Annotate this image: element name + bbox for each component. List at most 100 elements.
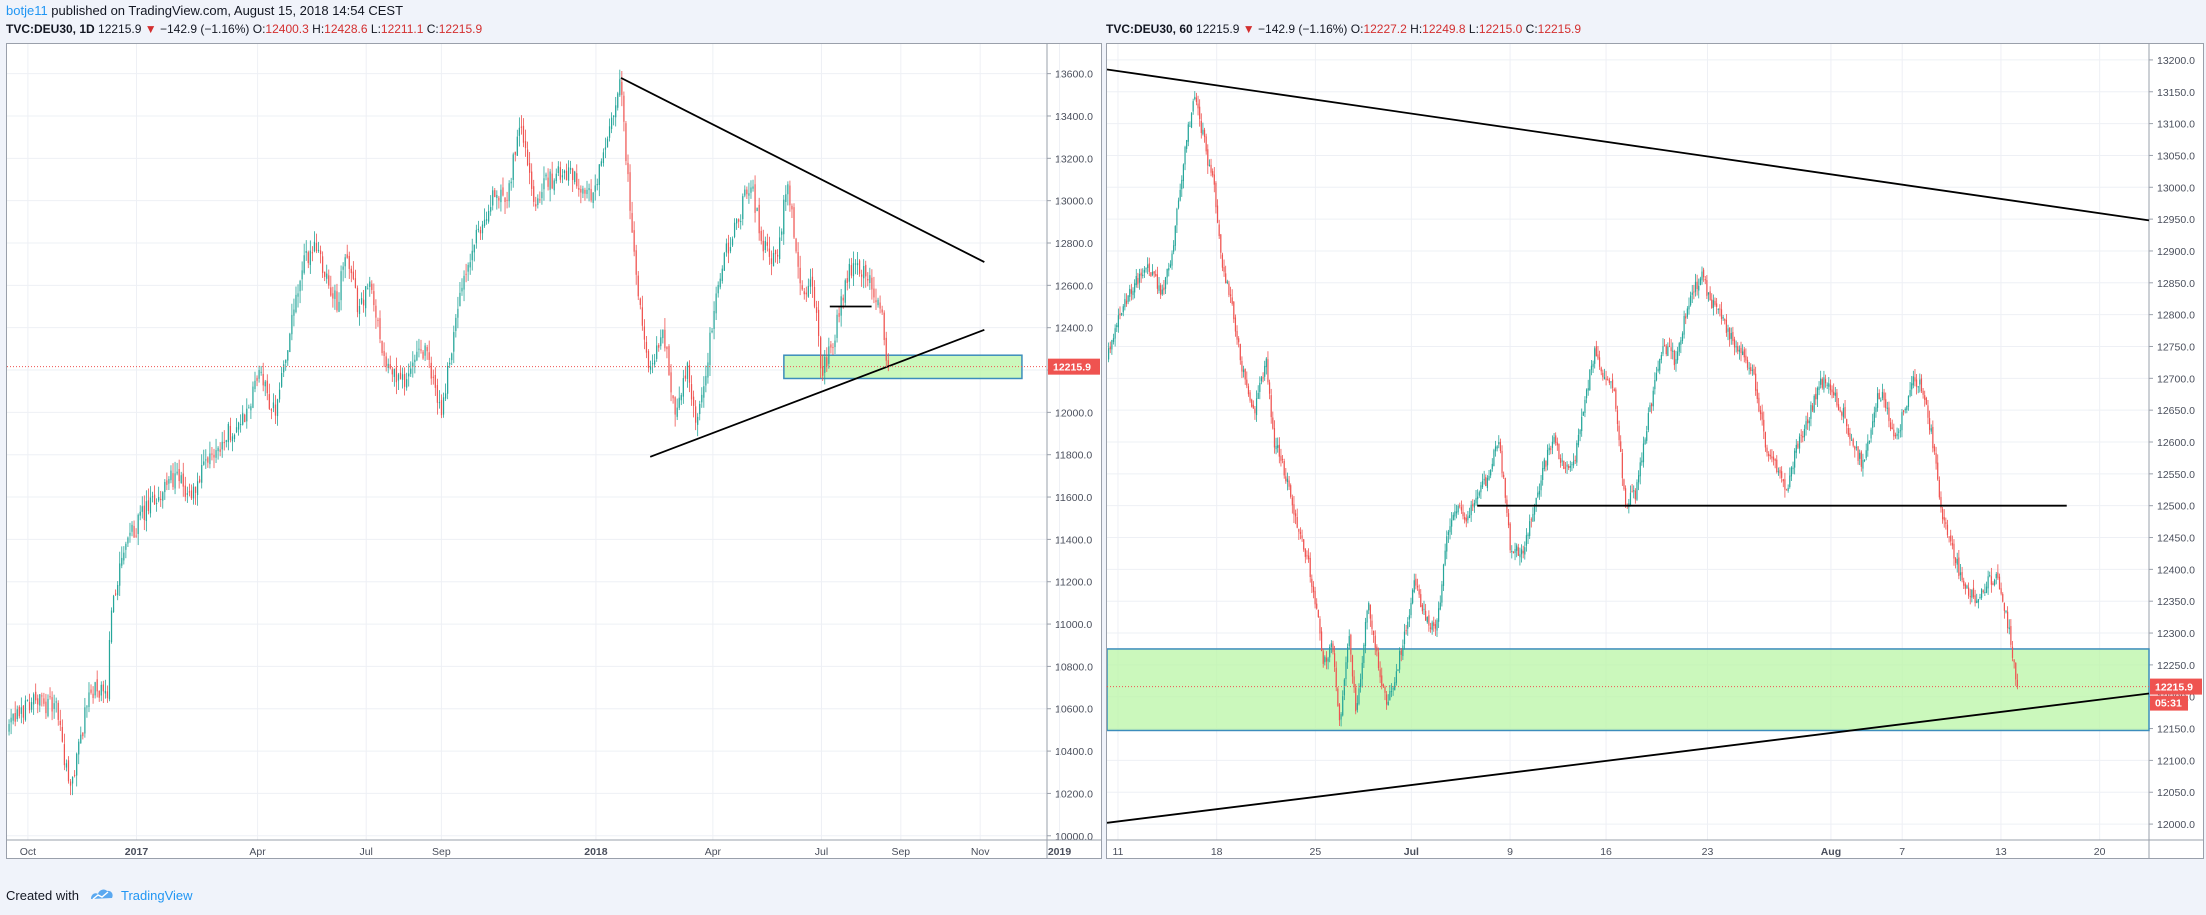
candle-body <box>201 464 203 483</box>
y-tick-label: 11800.0 <box>1055 450 1092 462</box>
candle-body <box>379 318 381 340</box>
candle-body <box>1125 300 1128 304</box>
candle-body <box>803 291 805 295</box>
candle-body <box>1561 460 1563 462</box>
candle-body <box>1748 367 1750 369</box>
candle-body <box>1862 459 1864 469</box>
candle-body <box>1412 590 1414 604</box>
candle-body <box>713 311 715 329</box>
candle-body <box>190 490 193 499</box>
candle-body <box>112 595 115 613</box>
tradingview-link[interactable]: TradingView <box>120 888 193 903</box>
candle-body <box>49 696 51 698</box>
candle-body <box>1989 575 1991 577</box>
candle-body <box>742 196 744 220</box>
candle-body <box>1915 379 1918 387</box>
candle-body <box>141 506 143 512</box>
candle-body <box>274 404 277 416</box>
candle-body <box>451 353 453 361</box>
candle-body <box>1137 277 1139 285</box>
tradingview-logo-icon[interactable] <box>89 887 115 904</box>
candle-body <box>1537 492 1539 497</box>
candle-body <box>610 117 613 130</box>
candle-body <box>1878 392 1880 400</box>
candle-body <box>406 379 408 388</box>
candle-body <box>643 326 646 340</box>
candle-body <box>1701 271 1703 281</box>
candle-body <box>377 319 379 321</box>
candle-body <box>1847 427 1849 435</box>
candle-body <box>695 406 697 423</box>
candle-body <box>12 713 14 721</box>
candle-body <box>1576 443 1578 463</box>
candle-body <box>668 346 670 375</box>
candle-body <box>1364 621 1367 647</box>
candle-body <box>1374 635 1376 648</box>
x-tick-label: 7 <box>1899 846 1905 858</box>
symbol-label[interactable]: TVC:DEU30, 1D <box>6 22 95 36</box>
candle-body <box>656 345 658 359</box>
candle-body <box>1236 330 1238 340</box>
candle-body <box>272 402 275 409</box>
candle-body <box>401 374 404 380</box>
candle-body <box>637 275 639 297</box>
candle-body <box>1390 691 1393 693</box>
candle-body <box>606 138 609 148</box>
candle-body <box>1769 454 1771 457</box>
hourly-candlestick-chart[interactable]: 12000.012050.012100.012150.012200.012250… <box>1106 44 2203 858</box>
candle-body <box>2015 662 2017 680</box>
candle-body <box>196 481 199 496</box>
candle-body <box>39 694 41 706</box>
candle-body <box>836 314 838 338</box>
candle-body <box>1555 435 1557 443</box>
candle-body <box>1636 482 1638 500</box>
candle-body <box>469 262 471 268</box>
candle-body <box>1265 358 1267 368</box>
candle-body <box>789 185 791 206</box>
candle-body <box>420 349 422 351</box>
candle-body <box>1151 271 1154 275</box>
candle-body <box>1402 645 1404 657</box>
candle-body <box>1594 348 1596 364</box>
candle-body <box>1763 419 1765 432</box>
candle-body <box>1730 333 1732 339</box>
candle-body <box>82 732 84 737</box>
candle-body <box>57 702 59 720</box>
candle-body <box>1277 445 1279 448</box>
candle-body <box>619 79 621 96</box>
candle-body <box>1140 272 1142 276</box>
candle-body <box>1584 399 1586 414</box>
candle-body <box>1966 585 1968 589</box>
candle-body <box>1163 287 1165 291</box>
candle-body <box>856 263 859 266</box>
candle-body <box>270 409 273 411</box>
left-chart-panel[interactable]: 10000.0 10200.0 10400.0 10600.0 10800.0 11000… <box>6 43 1102 859</box>
candle-body <box>1865 450 1867 459</box>
daily-candlestick-chart[interactable]: 10000.0 10200.0 10400.0 10600.0 10800.0 11000… <box>7 44 1101 858</box>
author-link[interactable]: botje11 <box>6 3 48 18</box>
candle-body <box>1924 395 1926 400</box>
candle-body <box>1771 456 1773 459</box>
candle-body <box>30 702 33 710</box>
right-chart-panel[interactable]: 12000.012050.012100.012150.012200.012250… <box>1106 43 2204 859</box>
candle-body <box>1928 418 1931 430</box>
candle-body <box>1794 450 1796 468</box>
candle-body <box>459 292 461 306</box>
symbol-label[interactable]: TVC:DEU30, 60 <box>1106 22 1193 36</box>
candle-body <box>760 230 762 241</box>
candle-body <box>842 297 844 301</box>
candle-body <box>1252 404 1254 409</box>
candle-body <box>102 684 104 692</box>
candle-body <box>1181 179 1183 190</box>
candle-body <box>1283 461 1285 476</box>
candle-body <box>1485 477 1487 487</box>
candle-body <box>283 364 285 373</box>
candle-body <box>504 197 506 202</box>
candle-body <box>10 717 12 723</box>
x-tick-label: 23 <box>1702 846 1714 858</box>
candle-body <box>213 454 215 458</box>
candle-body <box>555 173 557 182</box>
candle-body <box>18 706 20 717</box>
candle-body <box>330 287 332 296</box>
price-tag-label: 12215.9 <box>1053 362 1091 374</box>
